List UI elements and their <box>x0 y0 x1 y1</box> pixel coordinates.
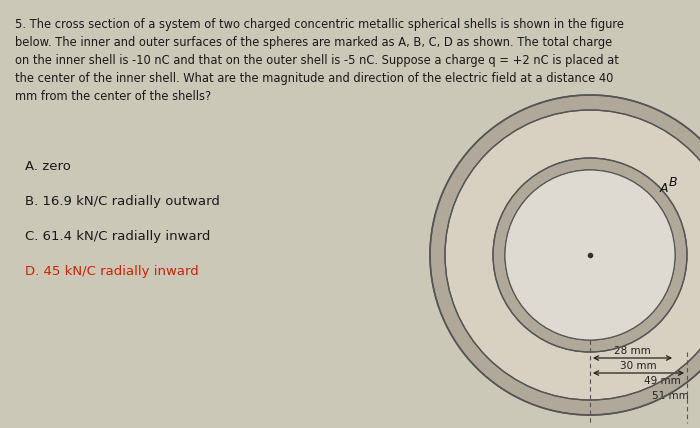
Circle shape <box>430 95 700 415</box>
Text: 51 mm: 51 mm <box>652 391 688 401</box>
Text: 28 mm: 28 mm <box>614 346 651 356</box>
Text: A. zero: A. zero <box>25 160 71 173</box>
Circle shape <box>505 170 675 340</box>
Text: B. 16.9 kN/C radially outward: B. 16.9 kN/C radially outward <box>25 195 220 208</box>
Text: below. The inner and outer surfaces of the spheres are marked as A, B, C, D as s: below. The inner and outer surfaces of t… <box>15 36 612 49</box>
Text: 30 mm: 30 mm <box>620 361 657 371</box>
Text: A: A <box>660 182 668 195</box>
Circle shape <box>445 110 700 400</box>
Text: the center of the inner shell. What are the magnitude and direction of the elect: the center of the inner shell. What are … <box>15 72 613 85</box>
Text: on the inner shell is -10 nC and that on the outer shell is -5 nC. Suppose a cha: on the inner shell is -10 nC and that on… <box>15 54 619 67</box>
Text: 5. The cross section of a system of two charged concentric metallic spherical sh: 5. The cross section of a system of two … <box>15 18 624 31</box>
Text: D. 45 kN/C radially inward: D. 45 kN/C radially inward <box>25 265 199 278</box>
Text: B: B <box>668 175 677 189</box>
Text: 49 mm: 49 mm <box>644 376 681 386</box>
Text: mm from the center of the shells?: mm from the center of the shells? <box>15 90 211 103</box>
Text: C. 61.4 kN/C radially inward: C. 61.4 kN/C radially inward <box>25 230 211 243</box>
